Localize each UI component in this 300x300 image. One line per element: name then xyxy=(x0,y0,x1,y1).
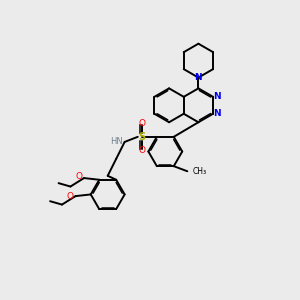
Text: S: S xyxy=(138,132,145,142)
Text: N: N xyxy=(214,92,221,101)
Text: N: N xyxy=(195,73,202,82)
Text: O: O xyxy=(138,146,145,155)
Text: CH₃: CH₃ xyxy=(192,167,206,176)
Text: HN: HN xyxy=(110,136,123,146)
Text: N: N xyxy=(214,109,221,118)
Text: O: O xyxy=(138,119,145,128)
Text: O: O xyxy=(75,172,82,182)
Text: O: O xyxy=(67,192,74,201)
